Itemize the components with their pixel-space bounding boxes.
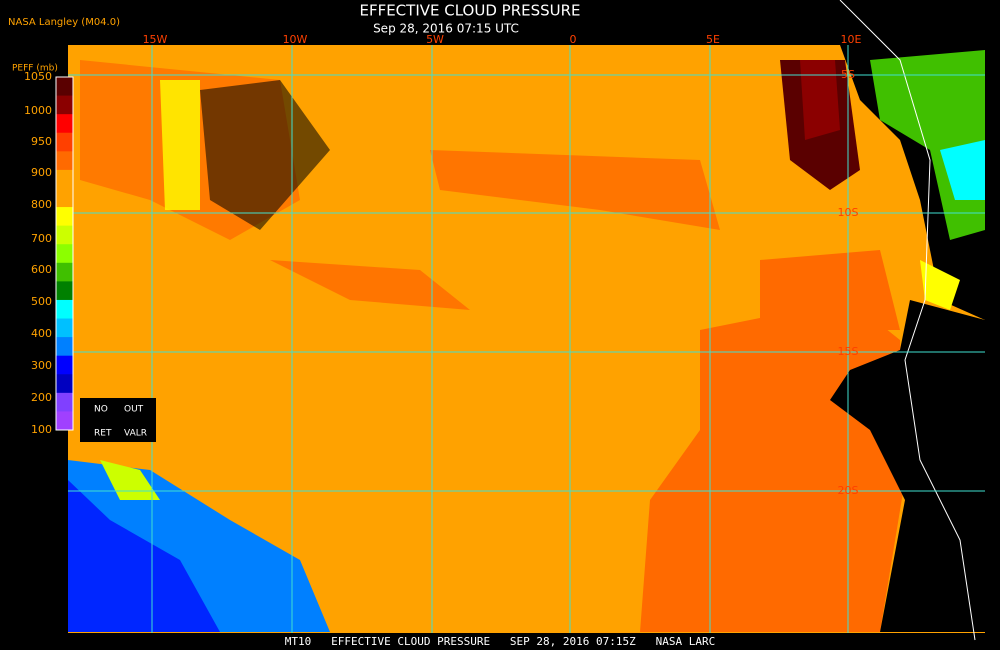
cloud-field: [68, 0, 985, 641]
high-cloud-blue: [68, 480, 220, 632]
colorbar-swatch: [56, 207, 73, 227]
colorbar-tick-label: 700: [31, 232, 52, 245]
latitude-label: 20S: [838, 484, 859, 497]
title: EFFECTIVE CLOUD PRESSURE: [359, 2, 580, 20]
high-cloud: [160, 80, 200, 210]
latitude-label: 10S: [838, 206, 859, 219]
lower-cloud-area: [760, 250, 900, 330]
colorbar-swatch: [56, 411, 73, 431]
clear-patch: [200, 80, 330, 230]
colorbar: 1050 1000 950 900 800 700 600 500 400 300 200 100: [24, 70, 74, 436]
colorbar-swatch: [56, 169, 73, 189]
colorbar-tick-label: 100: [31, 423, 52, 436]
no-data-box: [80, 398, 156, 442]
land-cloud: [940, 140, 985, 200]
source-label: NASA Langley (M04.0): [8, 17, 120, 28]
colorbar-frame: [55, 76, 74, 431]
longitude-label: 10E: [841, 33, 862, 46]
lower-cloud-area: [640, 300, 905, 632]
lower-cloud-area: [270, 260, 470, 310]
no-data-label: NO: [94, 405, 108, 415]
colorbar-tick-label: 500: [31, 295, 52, 308]
colorbar-swatch: [56, 77, 73, 97]
mid-cloud: [100, 460, 160, 500]
colorbar-swatch: [56, 262, 73, 282]
no-data-label: OUT: [124, 405, 144, 415]
longitude-label: 5W: [426, 33, 444, 46]
colorbar-tick-label: 950: [31, 135, 52, 148]
colorbar-swatch: [56, 114, 73, 134]
longitude-label: 5E: [706, 33, 720, 46]
colorbar-tick-label: 1050: [24, 70, 52, 83]
colorbar-swatch: [56, 95, 73, 115]
latitude-label: 15S: [838, 345, 859, 358]
land: [830, 300, 985, 632]
low-pressure-area: [800, 60, 840, 140]
land-cloud: [920, 260, 960, 310]
colorbar-swatch: [56, 188, 73, 208]
longitude-label: 15W: [143, 33, 168, 46]
colorbar-swatch: [56, 299, 73, 320]
colorbar-swatch: [56, 374, 73, 394]
colorbar-swatch: [56, 392, 73, 412]
latitude-label: 5S: [841, 68, 855, 81]
longitude-label: 10W: [283, 33, 308, 46]
colorbar-tick-label: 1000: [24, 104, 52, 117]
no-data-label: VALR: [124, 429, 147, 439]
colorbar-tick-label: 300: [31, 359, 52, 372]
colorbar-tick-label: 600: [31, 263, 52, 276]
coastline: [839, 0, 976, 641]
colorbar-tick-label: 400: [31, 327, 52, 340]
colorbar-label: PEFF (mb): [12, 64, 58, 74]
colorbar-swatch: [56, 151, 73, 171]
lower-cloud-area: [430, 150, 720, 230]
longitude-label: 0: [570, 33, 577, 46]
colorbar-tick-label: 200: [31, 391, 52, 404]
colorbar-swatch: [56, 132, 73, 152]
colorbar-swatch: [56, 225, 73, 245]
colorbar-swatch: [56, 281, 73, 301]
colorbar-swatch: [56, 355, 73, 375]
graticule: 15W 10W 5W 0 5E 10E 5S 10S 15S 20S: [68, 33, 985, 633]
no-data-label: RET: [94, 429, 112, 439]
colorbar-tick-label: 900: [31, 166, 52, 179]
footer: MT10 EFFECTIVE CLOUD PRESSURE SEP 28, 20…: [285, 635, 715, 648]
colorbar-tick-label: 800: [31, 198, 52, 211]
colorbar-swatch: [56, 318, 73, 338]
subtitle: Sep 28, 2016 07:15 UTC: [373, 22, 519, 36]
colorbar-swatch: [56, 244, 73, 264]
colorbar-swatch: [56, 337, 73, 357]
